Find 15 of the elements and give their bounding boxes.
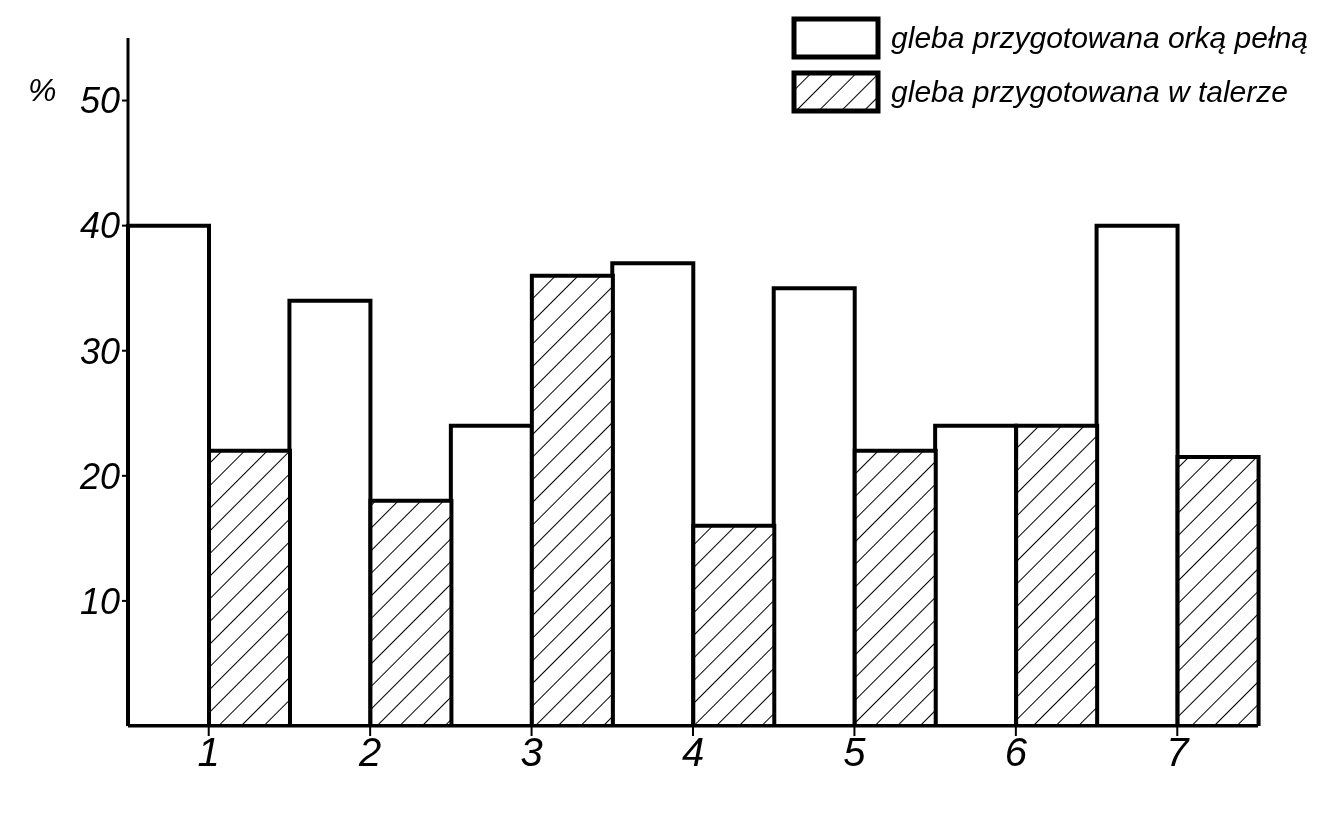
y-tick-label: 50	[79, 80, 120, 122]
x-tick-label: 2	[358, 730, 382, 775]
y-axis-title: %	[28, 71, 57, 108]
x-tick-label: 1	[197, 730, 220, 775]
legend-label: gleba przygotowana orką pełną	[891, 21, 1308, 55]
x-tick-label: 5	[843, 730, 867, 775]
y-tick-label: 20	[78, 455, 120, 497]
y-tick-label: 10	[79, 580, 120, 622]
legend-label: gleba przygotowana w talerze	[891, 75, 1288, 109]
x-tick-label: 4	[681, 730, 705, 775]
x-tick-label: 7	[1166, 730, 1191, 775]
y-tick-label: 30	[79, 330, 120, 372]
x-tick-label: 3	[520, 730, 543, 775]
y-tick-label: 40	[79, 205, 120, 247]
x-tick-label: 6	[1004, 730, 1028, 775]
